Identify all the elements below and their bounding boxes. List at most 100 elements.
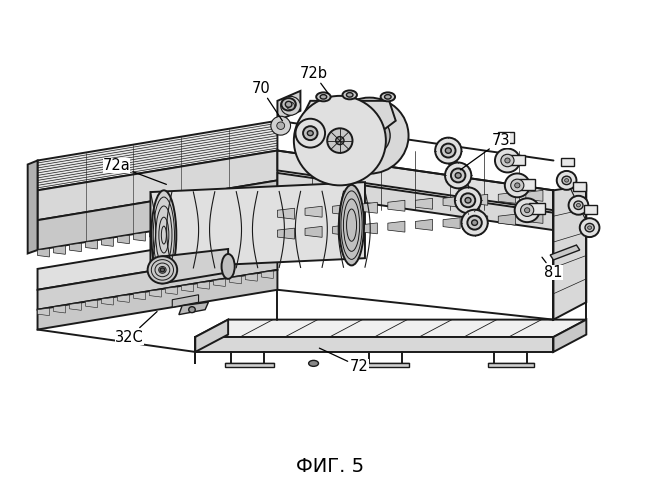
Polygon shape (38, 180, 277, 250)
Polygon shape (213, 279, 225, 286)
Ellipse shape (446, 148, 451, 154)
Ellipse shape (222, 254, 235, 279)
Ellipse shape (515, 198, 540, 222)
Ellipse shape (160, 268, 165, 272)
Polygon shape (150, 182, 365, 268)
Ellipse shape (461, 194, 475, 207)
Ellipse shape (303, 126, 317, 140)
Ellipse shape (280, 96, 300, 116)
Polygon shape (526, 212, 543, 224)
Polygon shape (195, 320, 586, 337)
Polygon shape (488, 364, 534, 367)
Polygon shape (102, 238, 114, 246)
Polygon shape (388, 200, 405, 211)
Polygon shape (554, 320, 586, 352)
Polygon shape (363, 364, 409, 367)
Polygon shape (197, 222, 209, 230)
Ellipse shape (564, 178, 568, 182)
Polygon shape (133, 232, 145, 241)
Polygon shape (86, 300, 97, 308)
Polygon shape (498, 132, 514, 143)
Polygon shape (172, 294, 199, 307)
Polygon shape (471, 194, 488, 205)
Polygon shape (519, 180, 535, 190)
Polygon shape (562, 158, 574, 166)
Ellipse shape (525, 208, 530, 212)
Ellipse shape (472, 220, 478, 226)
Polygon shape (38, 120, 277, 190)
Text: 72: 72 (319, 348, 369, 374)
Ellipse shape (320, 94, 327, 99)
Ellipse shape (151, 190, 176, 280)
Polygon shape (230, 276, 242, 284)
Polygon shape (133, 292, 145, 300)
Polygon shape (261, 212, 273, 220)
Polygon shape (277, 173, 554, 230)
Polygon shape (182, 284, 193, 292)
Ellipse shape (495, 148, 520, 172)
Ellipse shape (441, 144, 455, 158)
Polygon shape (510, 154, 525, 166)
Ellipse shape (585, 224, 594, 232)
Polygon shape (526, 190, 543, 202)
Polygon shape (261, 271, 273, 278)
Polygon shape (388, 221, 405, 232)
Ellipse shape (579, 218, 599, 237)
Text: ФИГ. 5: ФИГ. 5 (296, 457, 364, 476)
Polygon shape (554, 186, 586, 320)
Ellipse shape (286, 102, 294, 110)
Polygon shape (213, 220, 225, 228)
Ellipse shape (521, 204, 534, 216)
Polygon shape (550, 245, 579, 260)
Polygon shape (182, 224, 193, 233)
Polygon shape (38, 250, 277, 310)
Polygon shape (162, 249, 228, 284)
Ellipse shape (465, 198, 471, 203)
Ellipse shape (285, 102, 292, 107)
Text: 70: 70 (251, 81, 282, 121)
Polygon shape (225, 364, 274, 367)
Ellipse shape (309, 360, 319, 366)
Ellipse shape (505, 174, 530, 198)
Polygon shape (117, 295, 129, 302)
Polygon shape (246, 214, 257, 222)
Ellipse shape (515, 183, 520, 188)
Ellipse shape (381, 92, 395, 102)
Ellipse shape (568, 196, 588, 214)
Polygon shape (333, 204, 350, 215)
Polygon shape (117, 235, 129, 244)
Text: 81: 81 (542, 257, 563, 280)
Ellipse shape (348, 116, 390, 156)
Text: 72a: 72a (102, 158, 166, 184)
Ellipse shape (562, 176, 571, 184)
Ellipse shape (148, 256, 177, 283)
Polygon shape (246, 274, 257, 281)
Polygon shape (38, 308, 50, 316)
Polygon shape (277, 91, 300, 120)
Text: 32C: 32C (115, 312, 157, 344)
Ellipse shape (308, 130, 313, 136)
Polygon shape (277, 208, 294, 219)
Ellipse shape (327, 128, 352, 153)
Polygon shape (230, 216, 242, 225)
Polygon shape (583, 205, 597, 214)
Ellipse shape (557, 171, 576, 190)
Polygon shape (53, 246, 65, 254)
Ellipse shape (330, 98, 409, 174)
Polygon shape (277, 150, 554, 210)
Ellipse shape (336, 136, 344, 144)
Polygon shape (86, 240, 97, 249)
Ellipse shape (385, 94, 391, 99)
Polygon shape (53, 306, 65, 313)
Polygon shape (197, 282, 209, 289)
Polygon shape (69, 243, 81, 252)
Ellipse shape (296, 118, 325, 148)
Polygon shape (305, 226, 322, 237)
Ellipse shape (587, 226, 591, 230)
Ellipse shape (435, 138, 461, 164)
Ellipse shape (271, 116, 290, 135)
Ellipse shape (467, 216, 482, 230)
Ellipse shape (346, 92, 353, 97)
Polygon shape (195, 337, 554, 352)
Text: 72b: 72b (300, 66, 329, 94)
